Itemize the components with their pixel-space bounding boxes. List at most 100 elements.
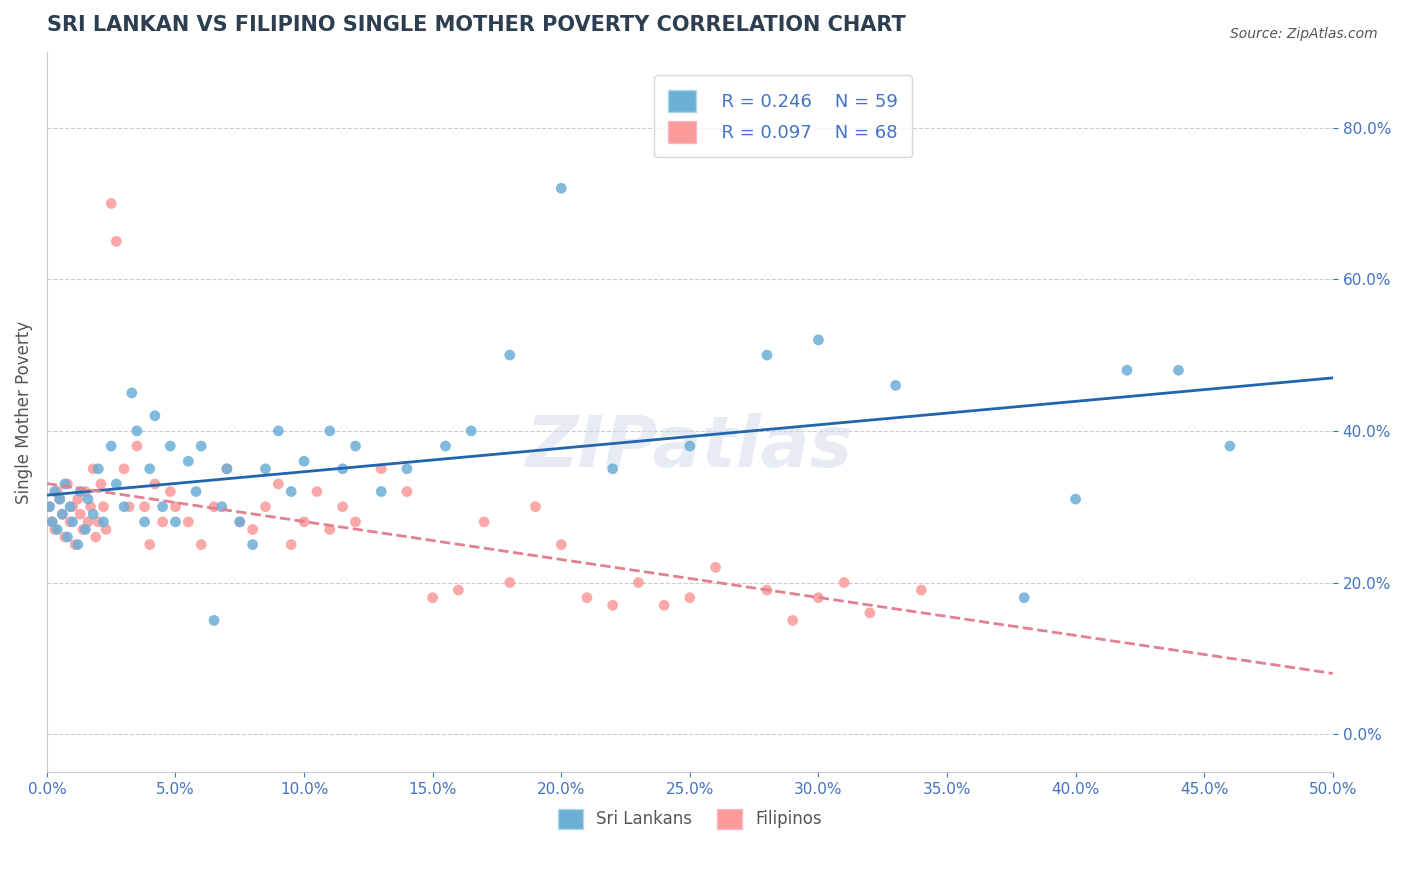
Point — [280, 484, 302, 499]
Point — [202, 500, 225, 514]
Point — [832, 575, 855, 590]
Point — [370, 462, 392, 476]
Point — [344, 515, 367, 529]
Point — [1012, 591, 1035, 605]
Point — [90, 477, 112, 491]
Point — [165, 500, 187, 514]
Text: SRI LANKAN VS FILIPINO SINGLE MOTHER POVERTY CORRELATION CHART: SRI LANKAN VS FILIPINO SINGLE MOTHER POV… — [46, 15, 905, 35]
Point — [48, 492, 70, 507]
Point — [575, 591, 598, 605]
Point — [344, 439, 367, 453]
Legend: Sri Lankans, Filipinos: Sri Lankans, Filipinos — [551, 802, 828, 836]
Point — [63, 538, 86, 552]
Point — [82, 462, 104, 476]
Point — [679, 439, 702, 453]
Point — [105, 477, 128, 491]
Point — [53, 477, 76, 491]
Point — [100, 439, 122, 453]
Point — [1064, 492, 1087, 507]
Text: Source: ZipAtlas.com: Source: ZipAtlas.com — [1230, 27, 1378, 41]
Point — [884, 378, 907, 392]
Point — [41, 515, 63, 529]
Point — [59, 500, 82, 514]
Point — [550, 181, 572, 195]
Point — [292, 515, 315, 529]
Point — [215, 462, 238, 476]
Point — [332, 462, 354, 476]
Point — [41, 515, 63, 529]
Point — [69, 484, 91, 499]
Point — [56, 530, 79, 544]
Point — [756, 348, 779, 362]
Point — [69, 508, 91, 522]
Text: ZIPatlas: ZIPatlas — [526, 414, 853, 483]
Point — [254, 500, 277, 514]
Point — [51, 508, 73, 522]
Point — [267, 424, 290, 438]
Point — [550, 538, 572, 552]
Point — [125, 439, 148, 453]
Point — [229, 515, 252, 529]
Point — [332, 500, 354, 514]
Point — [134, 500, 156, 514]
Point — [159, 439, 181, 453]
Point — [143, 409, 166, 423]
Point — [1116, 363, 1139, 377]
Point — [56, 477, 79, 491]
Point — [139, 538, 162, 552]
Point — [125, 424, 148, 438]
Point — [472, 515, 495, 529]
Point — [84, 530, 107, 544]
Point — [66, 492, 89, 507]
Point — [807, 591, 830, 605]
Point — [87, 515, 110, 529]
Point — [77, 515, 100, 529]
Point — [184, 484, 207, 499]
Point — [305, 484, 328, 499]
Point — [602, 599, 624, 613]
Point — [48, 492, 70, 507]
Point — [499, 575, 522, 590]
Point — [82, 508, 104, 522]
Point — [211, 500, 233, 514]
Point — [46, 523, 69, 537]
Point — [75, 523, 97, 537]
Point — [704, 560, 727, 574]
Point — [370, 484, 392, 499]
Point — [434, 439, 457, 453]
Point — [190, 538, 212, 552]
Point — [292, 454, 315, 468]
Point — [422, 591, 444, 605]
Point — [215, 462, 238, 476]
Point — [280, 538, 302, 552]
Point — [782, 614, 804, 628]
Point — [93, 500, 115, 514]
Point — [38, 500, 60, 514]
Point — [229, 515, 252, 529]
Point — [44, 484, 66, 499]
Point — [395, 484, 418, 499]
Point — [51, 508, 73, 522]
Point — [121, 386, 143, 401]
Point — [75, 484, 97, 499]
Point — [44, 523, 66, 537]
Point — [77, 492, 100, 507]
Point — [524, 500, 547, 514]
Point — [627, 575, 650, 590]
Point — [254, 462, 277, 476]
Point — [447, 583, 470, 598]
Point — [910, 583, 932, 598]
Point — [499, 348, 522, 362]
Point — [679, 591, 702, 605]
Point — [87, 462, 110, 476]
Point — [460, 424, 482, 438]
Point — [242, 538, 264, 552]
Y-axis label: Single Mother Poverty: Single Mother Poverty — [15, 320, 32, 503]
Point — [177, 515, 200, 529]
Point — [112, 462, 135, 476]
Point — [100, 196, 122, 211]
Point — [66, 538, 89, 552]
Point — [319, 523, 342, 537]
Point — [602, 462, 624, 476]
Point — [395, 462, 418, 476]
